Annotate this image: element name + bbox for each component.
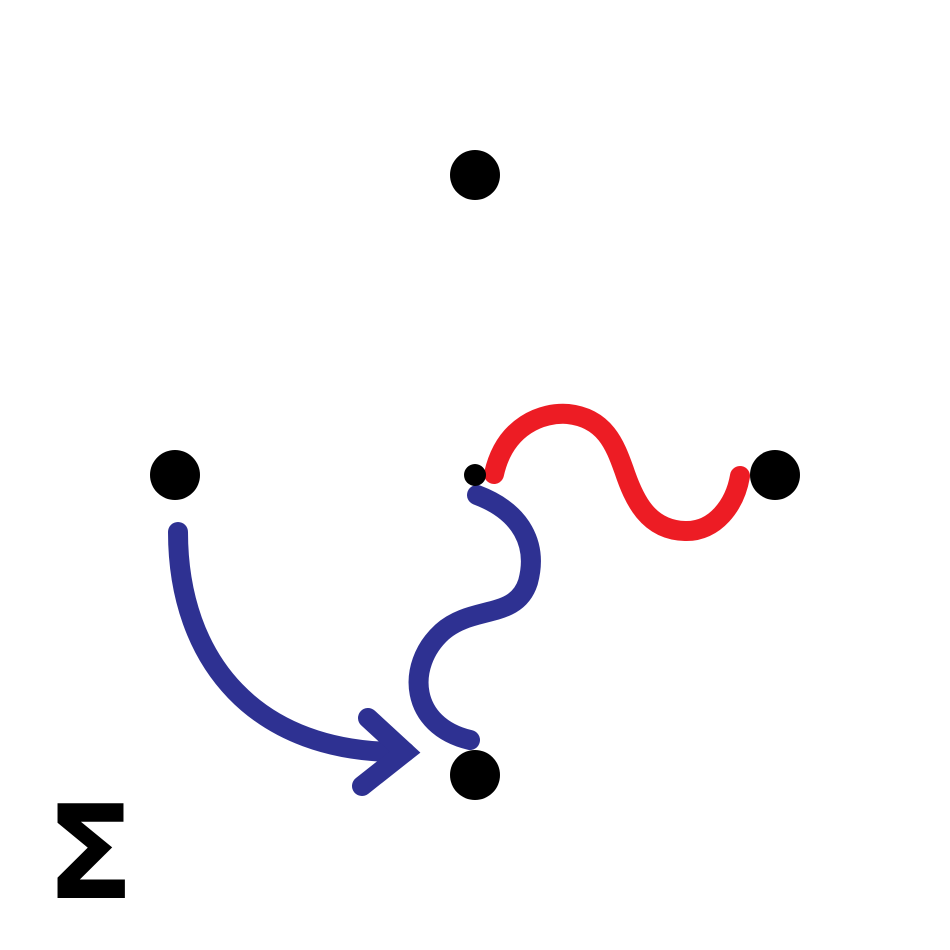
node-top	[450, 150, 500, 200]
node-right	[750, 450, 800, 500]
arrowhead-icon	[352, 708, 421, 796]
left-to-bottom-arrow	[168, 522, 415, 763]
center-to-right-wave	[484, 403, 750, 541]
node-left	[150, 450, 200, 500]
center-to-bottom-wave	[408, 485, 541, 750]
sigma-label: Σ	[46, 777, 135, 929]
node-center	[464, 464, 486, 486]
node-bottom	[450, 750, 500, 800]
